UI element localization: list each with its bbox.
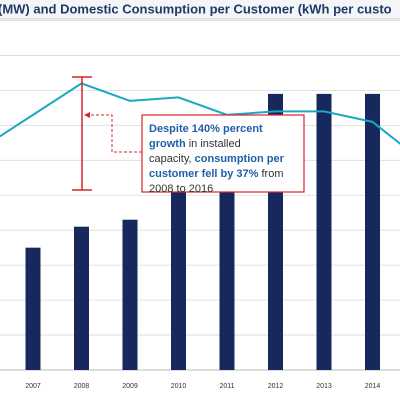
annotation-part: from [258,168,283,180]
bar [219,174,235,370]
annotation-part: 2008 to 2016 [149,183,213,195]
bar [74,226,89,370]
title-band [0,0,400,19]
annotation-part: consumption per [195,153,285,165]
bar [365,93,380,371]
bar [122,219,138,370]
annotation-part: capacity, [149,153,195,165]
x-tick-label: 2007 [25,383,41,390]
annotation-part: customer fell by 37% [149,168,259,180]
annotation-part: growth [149,138,186,150]
arrowhead [84,112,90,118]
line [0,82,400,145]
annotation: Despite 140% percent growth in installed… [72,76,305,195]
chart-title: (MW) and Domestic Consumption per Custom… [0,1,392,16]
bar [316,93,332,371]
x-tick-label: 2011 [219,383,234,390]
plot [0,20,400,371]
bar [25,247,41,370]
x-tick-label: 2012 [268,383,284,390]
bar [171,174,186,370]
x-tick-label: 2009 [122,383,138,390]
annotation-text: Despite 140% percent growth in installed… [149,123,287,195]
annotation-box [141,114,305,193]
x-tick-label: 2010 [171,383,187,390]
annotation-part: Despite 140% percent [149,123,263,135]
x-tick-label: 2013 [316,383,332,390]
annotation-part: in installed [186,138,241,150]
x-tick-label: 2014 [365,383,381,390]
connector [88,114,142,153]
x-tick-label: 2008 [74,383,90,390]
